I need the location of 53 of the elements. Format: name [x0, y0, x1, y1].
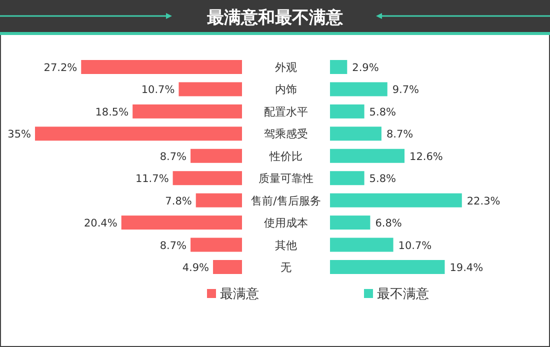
data-label: 8.7%	[160, 150, 187, 163]
data-label: 5.8%	[369, 106, 396, 118]
data-label: 12.6%	[410, 150, 443, 163]
data-label: 8.7%	[386, 128, 414, 141]
data-label: 10.7%	[141, 84, 175, 96]
bar	[132, 104, 242, 118]
data-label: 20.4%	[84, 218, 118, 230]
y-tick-label: 驾乘感受	[264, 128, 308, 141]
bar	[190, 238, 242, 252]
data-label: 18.5%	[95, 106, 129, 118]
y-tick-label: 无	[280, 261, 292, 274]
data-label: 22.3%	[466, 195, 500, 208]
bar	[35, 126, 242, 141]
bar	[81, 60, 242, 74]
y-tick-label: 配置水平	[264, 105, 308, 118]
y-tick-label: 售前/售后服务	[251, 194, 321, 208]
bar	[190, 148, 242, 163]
bar	[178, 82, 242, 96]
data-label: 5.8%	[369, 173, 396, 186]
chart-title: 最满意和最不满意	[206, 8, 344, 28]
bar	[213, 260, 242, 274]
data-label: 11.7%	[135, 173, 169, 186]
bar	[330, 260, 445, 274]
data-label: 7.8%	[165, 195, 192, 208]
y-tick-label: 外观	[275, 61, 297, 74]
data-label: 4.9%	[182, 262, 210, 274]
data-label: 2.9%	[352, 62, 379, 74]
legend-label: 最满意	[220, 287, 259, 302]
bar	[330, 60, 348, 74]
bar	[330, 148, 405, 163]
data-label: 8.7%	[160, 240, 187, 252]
bar	[330, 171, 364, 186]
data-label: 35%	[8, 128, 32, 141]
bar	[196, 193, 242, 208]
bar	[330, 104, 364, 118]
bar	[330, 82, 388, 96]
data-label: 27.2%	[44, 62, 78, 74]
y-tick-label: 内饰	[275, 83, 297, 96]
bar	[330, 193, 462, 208]
data-label: 9.7%	[392, 84, 420, 96]
y-tick-label: 其他	[275, 238, 297, 252]
legend-label: 最不满意	[377, 287, 429, 302]
data-label: 6.8%	[375, 218, 402, 230]
y-tick-label: 使用成本	[264, 216, 308, 230]
y-tick-label: 性价比	[268, 150, 302, 163]
data-label: 10.7%	[398, 240, 432, 252]
y-tick-label: 质量可靠性	[258, 172, 314, 186]
bar	[330, 126, 382, 141]
bar	[121, 216, 242, 230]
bar	[172, 171, 242, 186]
bar	[330, 238, 394, 252]
bar	[330, 216, 370, 230]
data-label: 19.4%	[450, 262, 484, 274]
